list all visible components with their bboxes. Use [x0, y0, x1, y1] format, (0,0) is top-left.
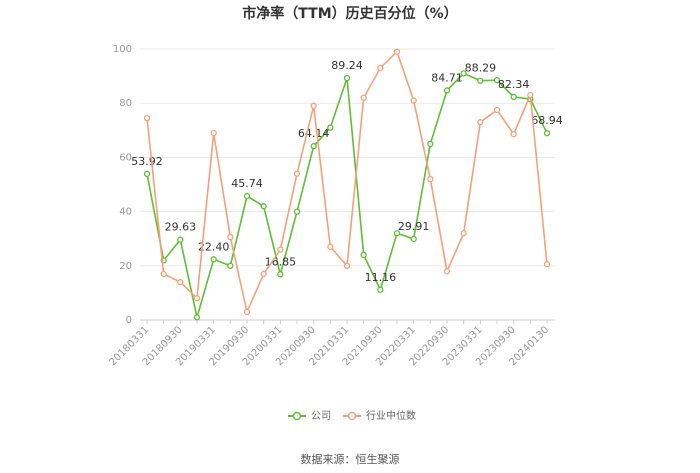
- point: [493, 77, 501, 84]
- point: [460, 70, 467, 77]
- y-tick-label: 40: [119, 207, 132, 218]
- point: [327, 124, 334, 131]
- point: [310, 143, 317, 150]
- point: [210, 129, 217, 137]
- data-label: 68.94: [531, 114, 563, 127]
- point: [243, 192, 251, 200]
- point: [177, 278, 184, 286]
- point: [477, 119, 484, 126]
- y-tick-label: 0: [126, 315, 132, 326]
- point: [360, 94, 367, 101]
- point: [143, 114, 151, 122]
- point: [193, 314, 201, 321]
- data-label: 45.74: [231, 177, 263, 190]
- point: [510, 130, 517, 138]
- data-label: 88.29: [465, 62, 497, 75]
- point: [443, 268, 451, 275]
- point: [427, 140, 434, 148]
- point: [177, 236, 184, 243]
- data-label: 22.40: [198, 240, 230, 253]
- point: [260, 203, 267, 210]
- point: [510, 93, 517, 101]
- legend-marker: [292, 411, 302, 421]
- point: [343, 262, 351, 269]
- point: [393, 230, 401, 237]
- data-label: 89.24: [331, 59, 363, 72]
- data-label: 53.92: [131, 155, 163, 168]
- point: [493, 106, 501, 114]
- y-tick-label: 80: [119, 98, 132, 109]
- point: [477, 77, 484, 84]
- data-label: 29.63: [165, 221, 197, 234]
- point: [360, 251, 367, 259]
- point: [327, 243, 334, 250]
- point: [210, 256, 217, 263]
- point: [543, 130, 551, 137]
- source: 数据来源：恒生聚源: [301, 452, 400, 466]
- y-tick-label: 100: [113, 44, 132, 55]
- point: [227, 262, 234, 269]
- data-label: 82.34: [498, 78, 530, 91]
- chart-title: 市净率（TTM）历史百分位（%）: [242, 5, 457, 22]
- point: [460, 230, 467, 237]
- point: [277, 271, 284, 278]
- point: [310, 102, 317, 110]
- data-label: 64.14: [298, 127, 330, 140]
- point: [393, 48, 401, 55]
- point: [293, 170, 301, 177]
- y-tick-label: 20: [119, 261, 132, 272]
- point: [377, 64, 384, 72]
- legend-label: 公司: [311, 411, 331, 422]
- point: [543, 261, 551, 268]
- y-tick-label: 60: [119, 152, 132, 163]
- point: [260, 270, 267, 278]
- point: [410, 235, 417, 243]
- point: [377, 286, 384, 293]
- data-label: 16.85: [265, 255, 297, 268]
- series-line: [146, 50, 548, 315]
- point: [343, 75, 351, 82]
- point: [227, 233, 234, 241]
- point: [143, 170, 151, 178]
- point: [527, 91, 534, 99]
- data-label: 84.71: [431, 71, 463, 84]
- data-label: 29.91: [398, 220, 430, 233]
- point: [427, 175, 434, 183]
- point: [160, 270, 167, 278]
- point: [293, 208, 301, 215]
- point: [443, 87, 451, 94]
- legend-marker: [347, 411, 357, 421]
- point: [410, 97, 417, 104]
- point: [277, 246, 284, 253]
- point: [243, 308, 251, 316]
- legend-label: 行业中位数: [366, 409, 416, 422]
- point: [193, 295, 201, 302]
- data-label: 11.16: [365, 271, 397, 284]
